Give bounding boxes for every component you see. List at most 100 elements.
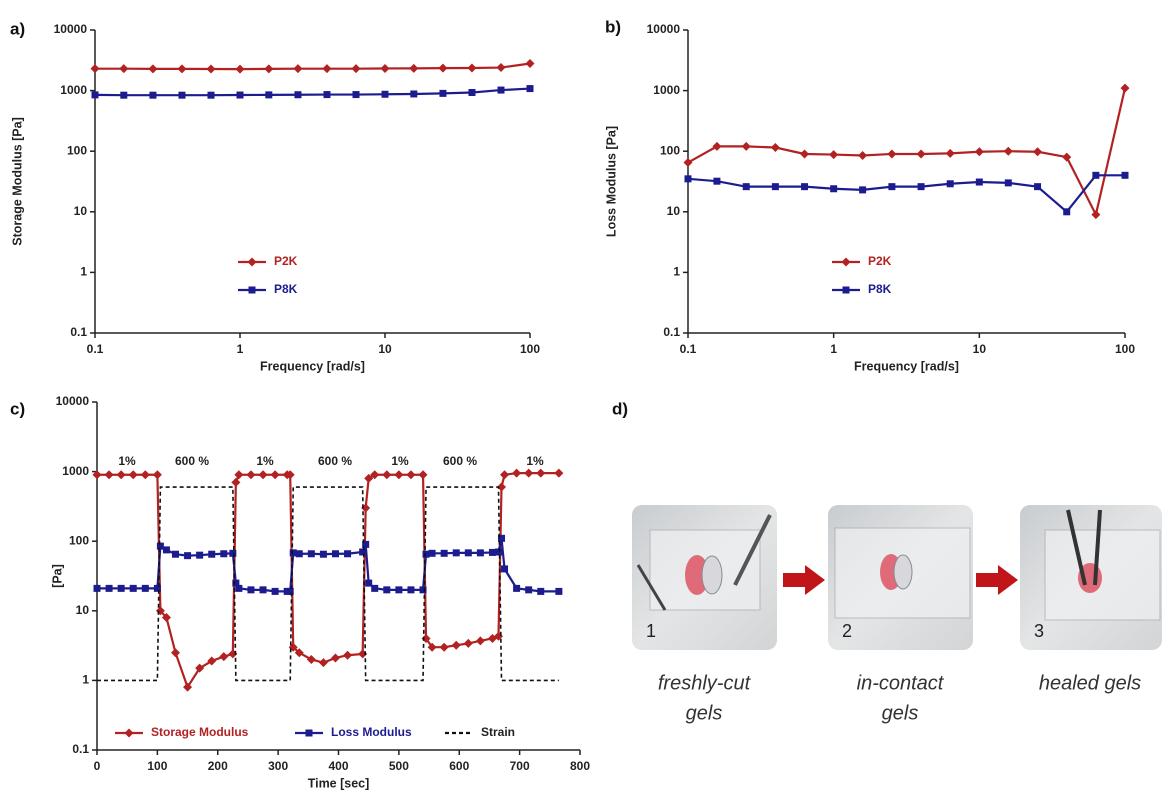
data-point: [235, 64, 245, 74]
data-point: [234, 470, 244, 480]
y-tick-label: 10: [76, 603, 90, 617]
y-tick-label: 1: [80, 265, 87, 279]
panel-label: d): [612, 399, 628, 418]
data-point: [407, 586, 415, 594]
data-point: [512, 468, 522, 478]
data-point: [536, 468, 546, 478]
data-point: [438, 63, 448, 73]
data-point: [383, 586, 391, 594]
y-tick-label: 0.1: [663, 325, 680, 339]
data-point: [177, 64, 187, 74]
y-tick-label: 10: [74, 204, 88, 218]
data-point: [220, 550, 228, 558]
gel: [701, 555, 723, 595]
data-point: [148, 64, 158, 74]
data-point: [129, 584, 137, 592]
annotation: 1%: [526, 454, 544, 468]
y-tick-label: 100: [660, 143, 680, 157]
data-point: [801, 183, 809, 191]
data-point: [208, 550, 216, 558]
legend-marker: [124, 728, 134, 738]
step-caption: in-contact: [857, 672, 945, 694]
data-point: [265, 91, 273, 99]
data-point: [452, 549, 460, 557]
annotation: 600 %: [175, 454, 209, 468]
legend-marker: [248, 286, 256, 294]
data-point: [418, 470, 428, 480]
panel-label: b): [605, 17, 621, 36]
data-point: [440, 549, 448, 557]
data-point: [294, 91, 302, 99]
data-point: [1004, 179, 1012, 187]
panel-label: c): [10, 399, 25, 418]
data-point: [829, 150, 839, 160]
data-point: [463, 638, 473, 648]
step-caption: healed gels: [1039, 672, 1141, 694]
data-point: [370, 470, 380, 480]
data-point: [1033, 147, 1043, 157]
data-point: [152, 470, 162, 480]
step-number: 3: [1034, 621, 1044, 641]
photo-panel: [632, 505, 1162, 650]
data-point: [229, 549, 237, 557]
data-point: [322, 64, 332, 74]
data-point: [195, 663, 205, 673]
legend-label: P2K: [868, 254, 892, 268]
data-point: [235, 584, 243, 592]
x-tick-label: 400: [328, 759, 348, 773]
legend-label: Loss Modulus: [331, 725, 412, 739]
data-point: [91, 91, 99, 99]
legend-marker: [305, 729, 313, 737]
x-tick-label: 1: [237, 342, 244, 356]
data-point: [945, 148, 955, 158]
y-tick-label: 10000: [54, 22, 88, 36]
data-point: [554, 468, 564, 478]
data-point: [207, 91, 215, 99]
arrow: [976, 565, 1018, 595]
data-point: [318, 658, 328, 668]
tweezers: [1066, 509, 1087, 586]
legend-marker: [841, 257, 851, 267]
data-point: [1092, 171, 1100, 179]
data-point: [140, 470, 150, 480]
data-point: [422, 550, 430, 558]
data-point: [171, 550, 179, 558]
data-point: [93, 584, 101, 592]
annotation: 1%: [118, 454, 136, 468]
data-point: [183, 682, 193, 692]
data-point: [285, 470, 295, 480]
data-point: [410, 90, 418, 98]
data-point: [916, 149, 926, 159]
data-point: [104, 470, 114, 480]
data-point: [258, 470, 268, 480]
y-tick-label: 1: [673, 265, 680, 279]
data-point: [501, 565, 509, 573]
y-tick-label: 10000: [56, 394, 90, 408]
legend-label: Strain: [481, 725, 515, 739]
data-point: [555, 587, 563, 595]
data-point: [359, 548, 367, 556]
data-point: [319, 550, 327, 558]
data-point: [382, 470, 392, 480]
data-point: [713, 177, 721, 185]
series-line: [97, 538, 559, 593]
x-tick-label: 700: [510, 759, 530, 773]
data-point: [293, 64, 303, 74]
series-line: [97, 486, 559, 682]
glass-slide: [1044, 529, 1161, 621]
y-tick-label: 1000: [653, 83, 680, 97]
x-tick-label: 500: [389, 759, 409, 773]
data-point: [394, 470, 404, 480]
data-point: [526, 85, 534, 93]
data-point: [974, 147, 984, 157]
x-axis-title: Frequency [rad/s]: [260, 359, 365, 373]
data-point: [219, 652, 229, 662]
step-caption: freshly-cut: [658, 672, 752, 694]
series-line: [94, 87, 531, 97]
data-point: [331, 550, 339, 558]
data-point: [439, 642, 449, 652]
legend-marker: [842, 286, 850, 294]
data-point: [270, 470, 280, 480]
y-tick-label: 1: [82, 673, 89, 687]
x-tick-label: 0.1: [680, 342, 697, 356]
